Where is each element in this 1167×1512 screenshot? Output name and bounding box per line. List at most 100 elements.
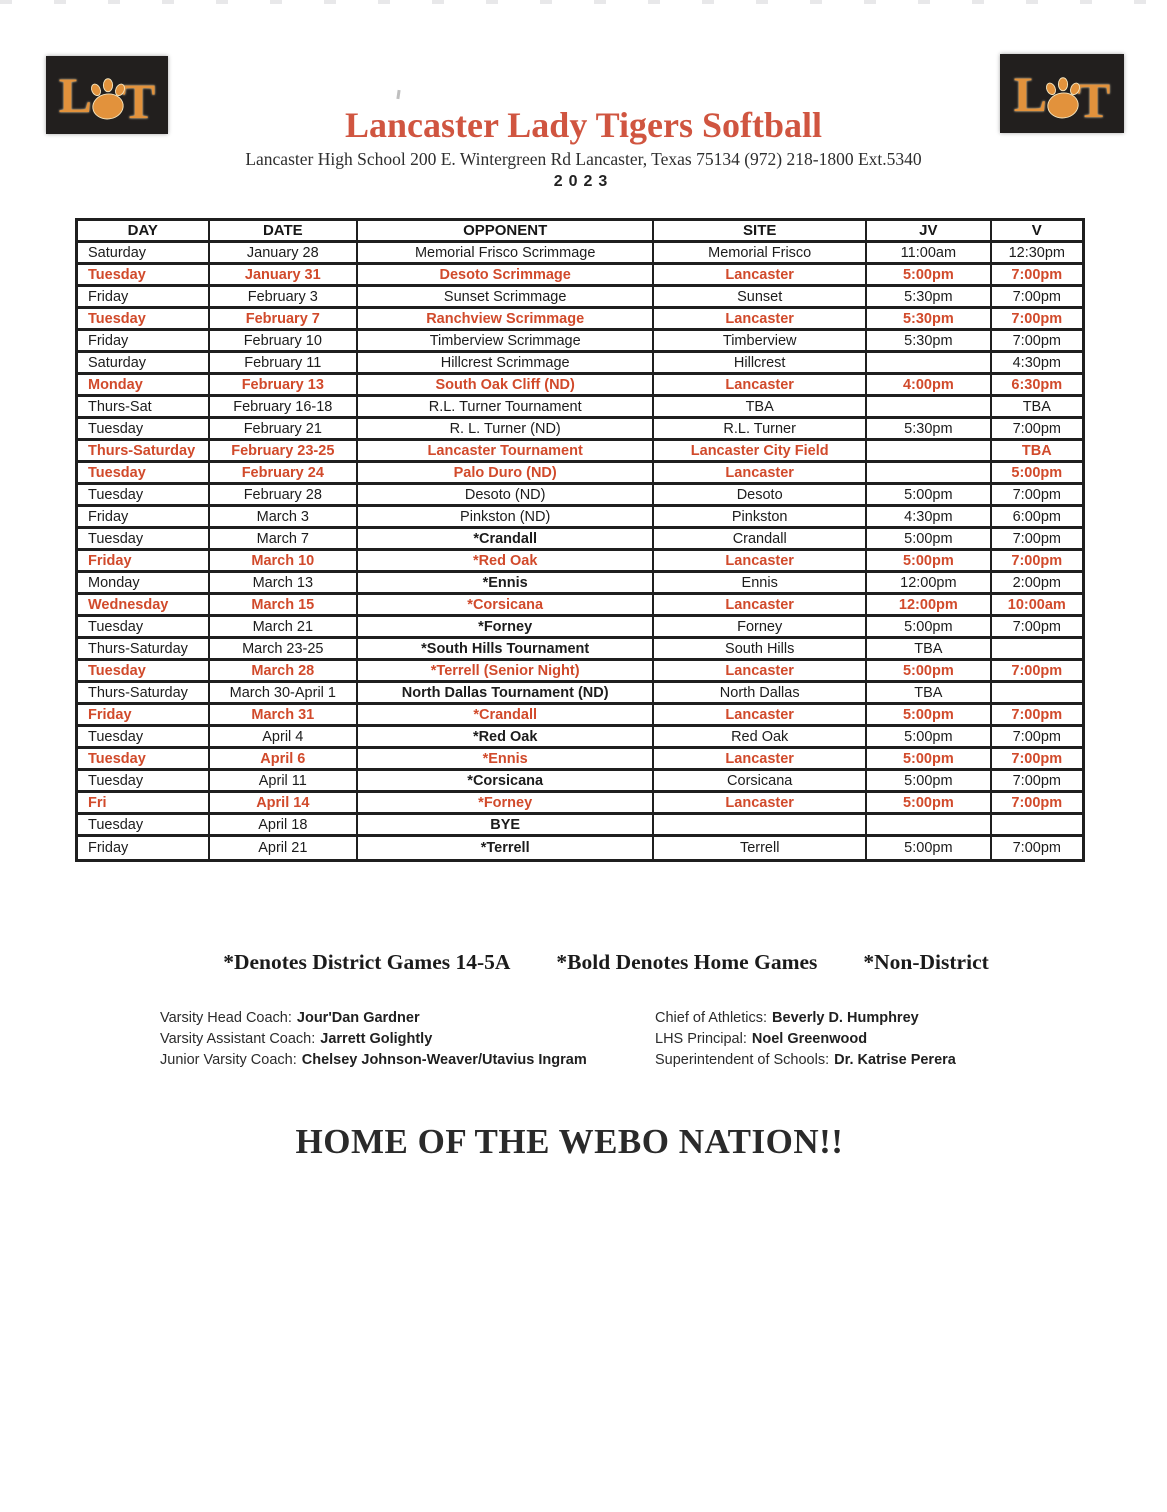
site-cell: R.L. Turner xyxy=(654,419,868,441)
site-cell: Lancaster xyxy=(654,551,868,573)
day-cell: Tuesday xyxy=(78,419,210,441)
staff-role-label: LHS Principal: xyxy=(655,1031,747,1047)
date-cell: April 11 xyxy=(209,771,359,793)
site-cell: Lancaster xyxy=(654,749,868,771)
table-row: Tuesday March 7 *Crandall Crandall 5:00pm 7:0… xyxy=(78,529,1082,551)
date-cell: February 3 xyxy=(209,287,359,309)
v-time-cell xyxy=(991,639,1082,661)
opponent-cell: *Crandall xyxy=(358,705,655,727)
v-time-cell: 7:00pm xyxy=(991,617,1082,639)
table-row: Friday February 10 Timberview Scrimmage Tim… xyxy=(78,331,1082,353)
v-time-cell: 5:00pm xyxy=(991,463,1082,485)
day-cell: Monday xyxy=(78,375,210,397)
slogan: HOME OF THE WEBO NATION!! xyxy=(295,1122,844,1161)
site-cell: Lancaster xyxy=(654,793,868,815)
staff-person-name: Beverly D. Humphrey xyxy=(772,1010,919,1026)
date-cell: March 28 xyxy=(209,661,359,683)
page-title: Lancaster Lady Tigers Softball xyxy=(344,105,823,145)
v-time-cell: TBA xyxy=(991,441,1082,463)
day-cell: Friday xyxy=(78,331,210,353)
column-header-opponent: OPPONENT xyxy=(358,221,655,243)
staff-line: LHS Principal: Noel Greenwood xyxy=(655,1029,956,1050)
date-cell: April 21 xyxy=(210,837,359,859)
date-cell: February 13 xyxy=(209,375,359,397)
opponent-cell: *Corsicana xyxy=(358,595,655,617)
jv-time-cell: TBA xyxy=(867,683,992,705)
staff-line: Varsity Assistant Coach: Jarrett Golightl… xyxy=(160,1029,587,1050)
table-row: Tuesday February 28 Desoto (ND) Desoto 5:00p… xyxy=(78,485,1082,507)
date-cell: February 21 xyxy=(209,419,359,441)
table-row: Tuesday April 18 BYE xyxy=(78,815,1082,837)
jv-time-cell: 11:00am xyxy=(867,243,992,265)
staff-person-name: Chelsey Johnson-Weaver/Utavius Ingram xyxy=(301,1052,587,1068)
staff-person-name: Dr. Katrise Perera xyxy=(834,1052,956,1068)
day-cell: Tuesday xyxy=(78,661,210,683)
site-cell: South Hills xyxy=(654,639,868,661)
jv-time-cell: 12:00pm xyxy=(867,573,992,595)
site-cell: Hillcrest xyxy=(654,353,868,375)
date-cell: March 21 xyxy=(209,617,359,639)
staff-person-name: Noel Greenwood xyxy=(751,1031,868,1047)
day-cell: Thurs-Saturday xyxy=(78,441,210,463)
opponent-cell: Desoto (ND) xyxy=(358,485,655,507)
jv-time-cell: 5:30pm xyxy=(867,331,992,353)
opponent-cell: Lancaster Tournament xyxy=(358,441,655,463)
column-header-day: DAY xyxy=(78,221,210,243)
opponent-cell: *Red Oak xyxy=(358,551,655,573)
jv-time-cell xyxy=(867,441,992,463)
v-time-cell: 7:00pm xyxy=(991,287,1082,309)
v-time-cell: 7:00pm xyxy=(991,265,1082,287)
opponent-cell: Ranchview Scrimmage xyxy=(358,309,655,331)
logo-letter-l: L xyxy=(58,67,92,123)
jv-time-cell: 5:00pm xyxy=(867,749,992,771)
opponent-cell: Palo Duro (ND) xyxy=(358,463,655,485)
staff-column-right: Chief of Athletics: Beverly D. Humphrey LH… xyxy=(655,1008,956,1071)
v-time-cell: 2:00pm xyxy=(991,573,1082,595)
opponent-cell: *Terrell (Senior Night) xyxy=(358,661,655,683)
table-row: Thurs-Saturday February 23-25 Lancaster To… xyxy=(78,441,1082,463)
staff-role-label: Junior Varsity Coach: xyxy=(160,1052,297,1068)
date-cell: April 14 xyxy=(209,793,359,815)
day-cell: Friday xyxy=(78,287,210,309)
date-cell: March 15 xyxy=(209,595,359,617)
v-time-cell: 7:00pm xyxy=(991,309,1082,331)
date-cell: February 16-18 xyxy=(209,397,359,419)
opponent-cell: *Forney xyxy=(358,617,655,639)
date-cell: February 7 xyxy=(209,309,359,331)
opponent-cell: North Dallas Tournament (ND) xyxy=(358,683,655,705)
jv-time-cell: 5:00pm xyxy=(867,661,992,683)
date-cell: January 31 xyxy=(209,265,359,287)
jv-time-cell: 5:00pm xyxy=(867,705,992,727)
jv-time-cell xyxy=(867,397,992,419)
jv-time-cell: 5:00pm xyxy=(867,793,992,815)
day-cell: Friday xyxy=(78,507,210,529)
site-cell: Lancaster xyxy=(654,661,868,683)
staff-line: Varsity Head Coach: Jour'Dan Gardner xyxy=(160,1008,587,1029)
legend-home-note: *Bold Denotes Home Games xyxy=(556,950,818,974)
legend-non-district-note: *Non-District xyxy=(863,950,989,974)
date-cell: March 23-25 xyxy=(209,639,359,661)
v-time-cell: TBA xyxy=(991,397,1082,419)
site-cell: Lancaster xyxy=(654,309,868,331)
site-cell: Crandall xyxy=(654,529,868,551)
staff-person-name: Jarrett Golightly xyxy=(320,1031,433,1047)
date-cell: April 18 xyxy=(209,815,359,837)
day-cell: Friday xyxy=(78,705,210,727)
jv-time-cell: TBA xyxy=(867,639,992,661)
day-cell: Friday xyxy=(78,837,210,859)
v-time-cell: 7:00pm xyxy=(991,551,1082,573)
site-cell: Desoto xyxy=(654,485,868,507)
v-time-cell: 7:00pm xyxy=(991,793,1082,815)
jv-time-cell: 12:00pm xyxy=(867,595,992,617)
table-row: Tuesday March 21 *Forney Forney 5:00pm 7:00pm xyxy=(78,617,1082,639)
staff-line: Junior Varsity Coach: Chelsey Johnson-Wea… xyxy=(160,1050,587,1071)
opponent-cell: Timberview Scrimmage xyxy=(358,331,655,353)
opponent-cell: BYE xyxy=(358,815,655,837)
table-row: Thurs-Sat February 16-18 R.L. Turner Tourn… xyxy=(78,397,1082,419)
date-cell: February 24 xyxy=(209,463,359,485)
date-cell: March 3 xyxy=(209,507,359,529)
table-row: Tuesday February 7 Ranchview Scrimmage Lanc… xyxy=(78,309,1082,331)
staff-line: Superintendent of Schools: Dr. Katrise Pe… xyxy=(655,1050,956,1071)
column-header-date: DATE xyxy=(209,221,359,243)
day-cell: Monday xyxy=(78,573,210,595)
